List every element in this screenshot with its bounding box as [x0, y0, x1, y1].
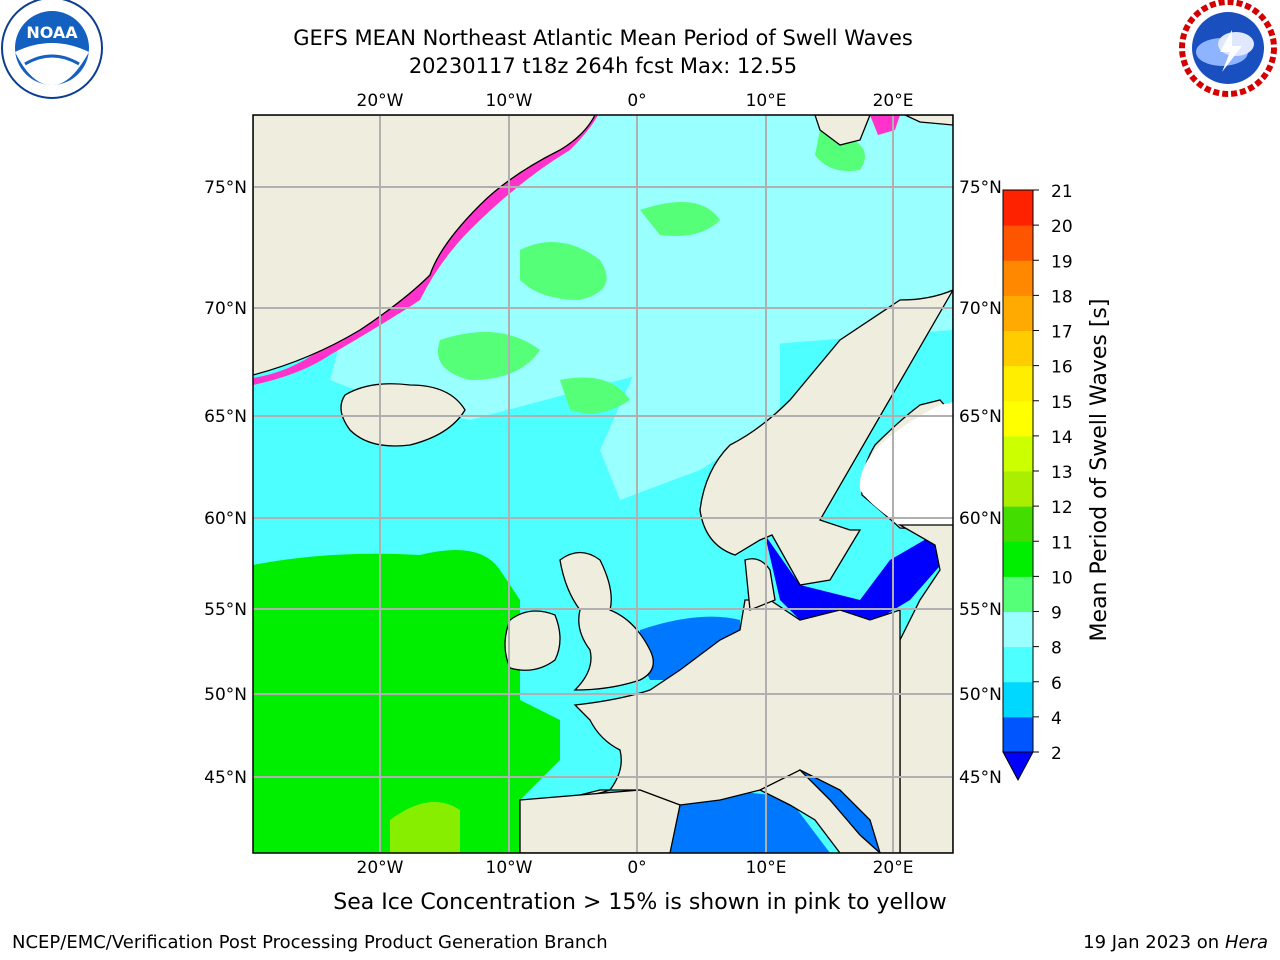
longitude-label: 0° [627, 91, 646, 111]
colorbar-segment [1003, 681, 1033, 718]
latitude-label: 55°N [204, 600, 247, 620]
longitude-label: 10°W [486, 858, 533, 878]
footer-host: Hera [1224, 932, 1268, 953]
colorbar-tick-label: 2 [1051, 744, 1062, 764]
latitude-label: 45°N [204, 768, 247, 788]
colorbar-label: Mean Period of Swell Waves [s] [1087, 299, 1112, 642]
colorbar-tick-label: 11 [1051, 533, 1073, 553]
map-field [253, 115, 953, 853]
longitude-label: 20°W [357, 91, 404, 111]
colorbar-tick-label: 17 [1051, 323, 1073, 343]
longitude-label: 10°W [486, 91, 533, 111]
colorbar-tick-label: 15 [1051, 393, 1073, 413]
colorbar-tick-label: 21 [1051, 182, 1073, 202]
colorbar-segment [1003, 400, 1033, 437]
longitude-label: 10°E [746, 858, 787, 878]
latitude-labels-right: 75°N 70°N 65°N 60°N 55°N 50°N 45°N [959, 178, 1002, 788]
colorbar-segment [1003, 646, 1033, 683]
footer-credit: NCEP/EMC/Verification Post Processing Pr… [12, 932, 608, 953]
latitude-label: 65°N [959, 407, 1002, 427]
noaa-logo: NOAA [1, 0, 103, 99]
graticule [253, 115, 953, 853]
colorbar-segment [1003, 506, 1033, 542]
colorbar-tick-label: 19 [1051, 252, 1073, 272]
colorbar-tick-label: 14 [1051, 428, 1073, 448]
colorbar-segment [1003, 576, 1033, 612]
colorbar-tick-label: 20 [1051, 217, 1073, 237]
colorbar-segment [1003, 190, 1033, 226]
longitude-label: 20°E [873, 858, 914, 878]
colorbar-segment [1003, 225, 1033, 261]
colorbar-segment [1003, 471, 1033, 507]
chart-title: GEFS MEAN Northeast Atlantic Mean Period… [293, 26, 913, 50]
latitude-labels-left: 75°N 70°N 65°N 60°N 55°N 50°N 45°N [204, 178, 247, 788]
colorbar-tick-label: 13 [1051, 463, 1073, 483]
colorbar-segment [1003, 330, 1033, 367]
longitude-label: 20°E [873, 91, 914, 111]
colorbar: 2 4 6 8 9 10 11 12 13 14 15 16 17 18 19 20 21 [1002, 182, 1073, 782]
colorbar-tick-label: 9 [1051, 604, 1062, 624]
longitude-label: 0° [627, 858, 646, 878]
colorbar-tick-label: 4 [1051, 709, 1062, 729]
longitude-labels-top: 20°W 10°W 0° 10°E 20°E [357, 91, 914, 111]
longitude-label: 20°W [357, 858, 404, 878]
latitude-label: 50°N [959, 685, 1002, 705]
colorbar-tick-label: 16 [1051, 358, 1073, 378]
longitude-labels-bottom: 20°W 10°W 0° 10°E 20°E [357, 858, 914, 878]
latitude-label: 75°N [204, 178, 247, 198]
colorbar-tick-label: 18 [1051, 287, 1073, 307]
footer-date-prefix: 19 Jan 2023 on [1083, 932, 1225, 953]
colorbar-tick-label: 10 [1051, 568, 1073, 588]
latitude-label: 70°N [204, 299, 247, 319]
colorbar-segment [1003, 295, 1033, 331]
noaa-logo-text: NOAA [26, 23, 78, 42]
colorbar-segment [1003, 611, 1033, 648]
colorbar-segment [1003, 260, 1033, 296]
latitude-label: 45°N [959, 768, 1002, 788]
sea-ice-note: Sea Ice Concentration > 15% is shown in … [333, 890, 947, 915]
footer-date: 19 Jan 2023 on Hera [1083, 932, 1268, 953]
nws-logo [1178, 0, 1278, 98]
latitude-label: 65°N [204, 407, 247, 427]
colorbar-extend-arrow [1002, 751, 1034, 782]
latitude-label: 60°N [959, 509, 1002, 529]
latitude-label: 75°N [959, 178, 1002, 198]
colorbar-segment [1003, 716, 1033, 753]
colorbar-tick-label: 6 [1051, 674, 1062, 694]
longitude-label: 10°E [746, 91, 787, 111]
colorbar-segment [1003, 365, 1033, 402]
map-frame [252, 114, 954, 854]
colorbar-tick-label: 8 [1051, 639, 1062, 659]
latitude-label: 55°N [959, 600, 1002, 620]
latitude-label: 60°N [204, 509, 247, 529]
chart-subtitle: 20230117 t18z 264h fcst Max: 12.55 [408, 54, 798, 78]
colorbar-segment [1003, 541, 1033, 577]
colorbar-segment [1003, 435, 1033, 472]
latitude-label: 50°N [204, 685, 247, 705]
colorbar-tick-label: 12 [1051, 498, 1073, 518]
latitude-label: 70°N [959, 299, 1002, 319]
